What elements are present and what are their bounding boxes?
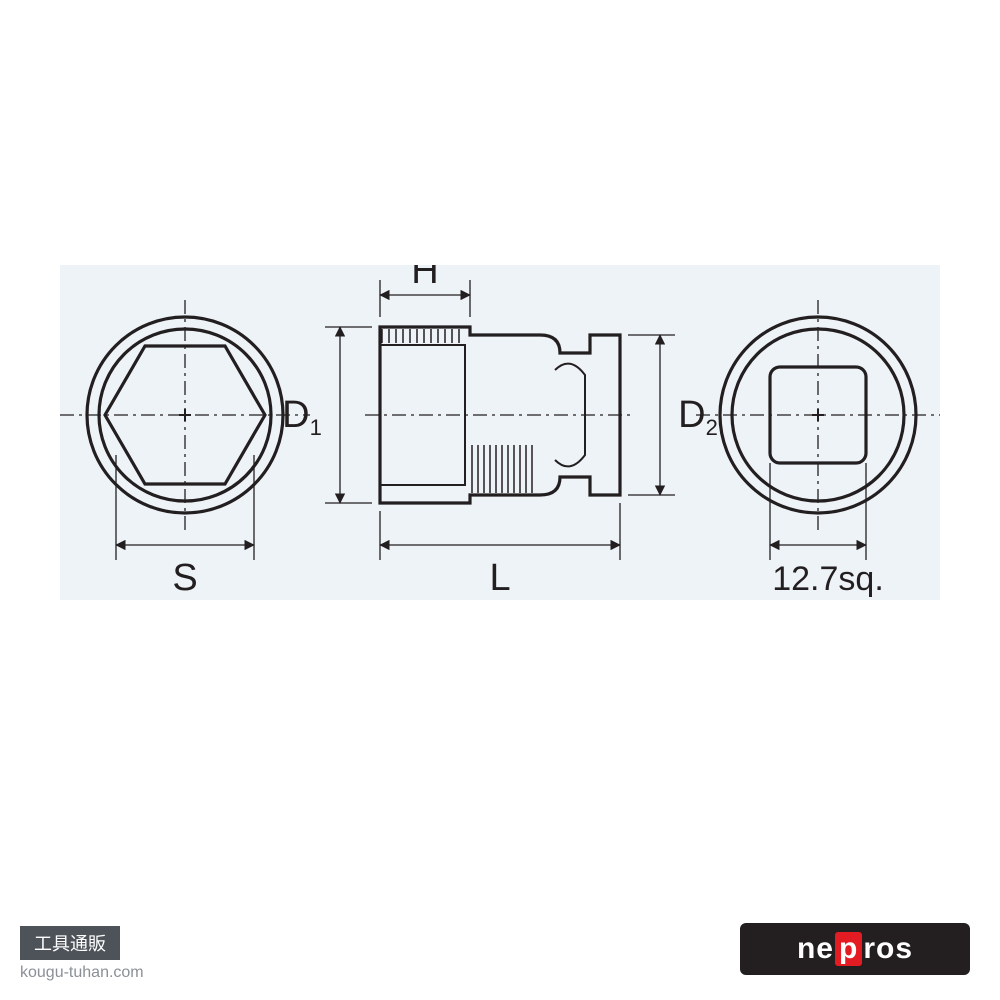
brand-pre: ne [797, 932, 834, 965]
dim-label-drive: 12.7sq. [772, 560, 884, 598]
square-drive-view: 12.7sq. [696, 300, 940, 598]
brand-text: nepros [797, 932, 913, 966]
dimension-diagram: S H D1 D2 [60, 265, 940, 600]
dim-label-d2: D2 [678, 394, 718, 440]
brand-post: ros [863, 932, 913, 965]
diagram-band: S H D1 D2 [60, 265, 940, 600]
dim-label-s: S [172, 557, 197, 599]
dim-label-d1: D1 [282, 394, 322, 440]
brand-p: p [835, 932, 862, 966]
side-profile-view: H D1 D2 [282, 265, 718, 599]
page: S H D1 D2 [0, 0, 1000, 1000]
site-url: kougu-tuhan.com [20, 964, 144, 982]
brand-logo: nepros [740, 923, 970, 975]
footer: 工具通販 kougu-tuhan.com nepros [0, 925, 1000, 1000]
hex-face-view: S [60, 300, 310, 599]
dim-label-l: L [489, 557, 510, 599]
dim-label-h: H [411, 265, 438, 292]
site-label: 工具通販 [20, 926, 120, 960]
